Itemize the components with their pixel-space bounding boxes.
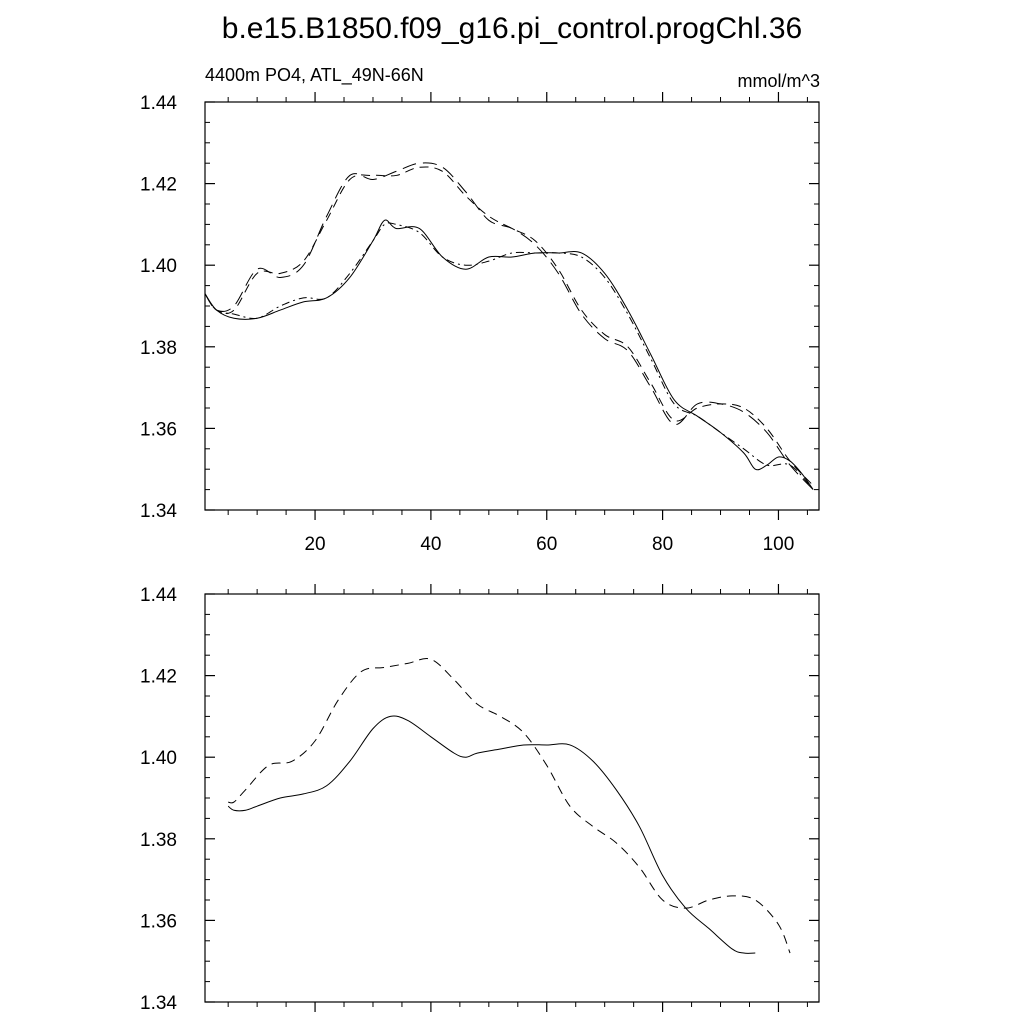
top-series-long-dash [204,162,814,490]
top-y-tick-label-2: 1.38 [140,338,177,359]
top-panel-left-label: 4400m PO4, ATL_49N-66N [205,65,424,86]
top-x-tick-label-100: 100 [763,534,795,555]
top-x-tick-label-80: 80 [652,534,673,555]
top-x-tick-label-20: 20 [304,534,325,555]
top-y-tick-label-4: 1.42 [140,175,177,196]
top-series-dashed [204,166,814,486]
top-y-tick-label-3: 1.40 [140,256,177,277]
bottom-y-tick-label-2: 1.38 [140,830,177,851]
bottom-y-tick-label-0: 1.34 [140,993,177,1014]
top-x-tick-label-40: 40 [420,534,441,555]
top-y-tick-label-0: 1.34 [140,501,177,522]
top-x-tick-label-60: 60 [536,534,557,555]
top-series-dash-dot [204,222,814,490]
top-plot-frame [204,101,820,511]
chart-title: b.e15.B1850.f09_g16.pi_control.progChl.3… [222,12,802,45]
top-panel: 4400m PO4, ATL_49N-66N mmol/m^3 20 40 60 80… [140,65,820,555]
bottom-series-dashed [228,658,791,954]
bottom-y-tick-label-3: 1.40 [140,748,177,769]
bottom-plot-frame [204,593,820,1003]
top-panel-units-label: mmol/m^3 [738,71,820,91]
top-y-tick-label-5: 1.44 [140,93,177,114]
bottom-series-solid [227,715,756,954]
bottom-y-tick-label-1: 1.36 [140,911,177,932]
bottom-y-tick-label-5: 1.44 [140,585,177,606]
top-y-tick-label-1: 1.36 [140,419,177,440]
top-series-solid [204,219,814,490]
bottom-y-tick-label-4: 1.42 [140,667,177,688]
bottom-panel: 1.34 1.36 1.38 1.40 1.42 1.44 [140,584,820,1014]
